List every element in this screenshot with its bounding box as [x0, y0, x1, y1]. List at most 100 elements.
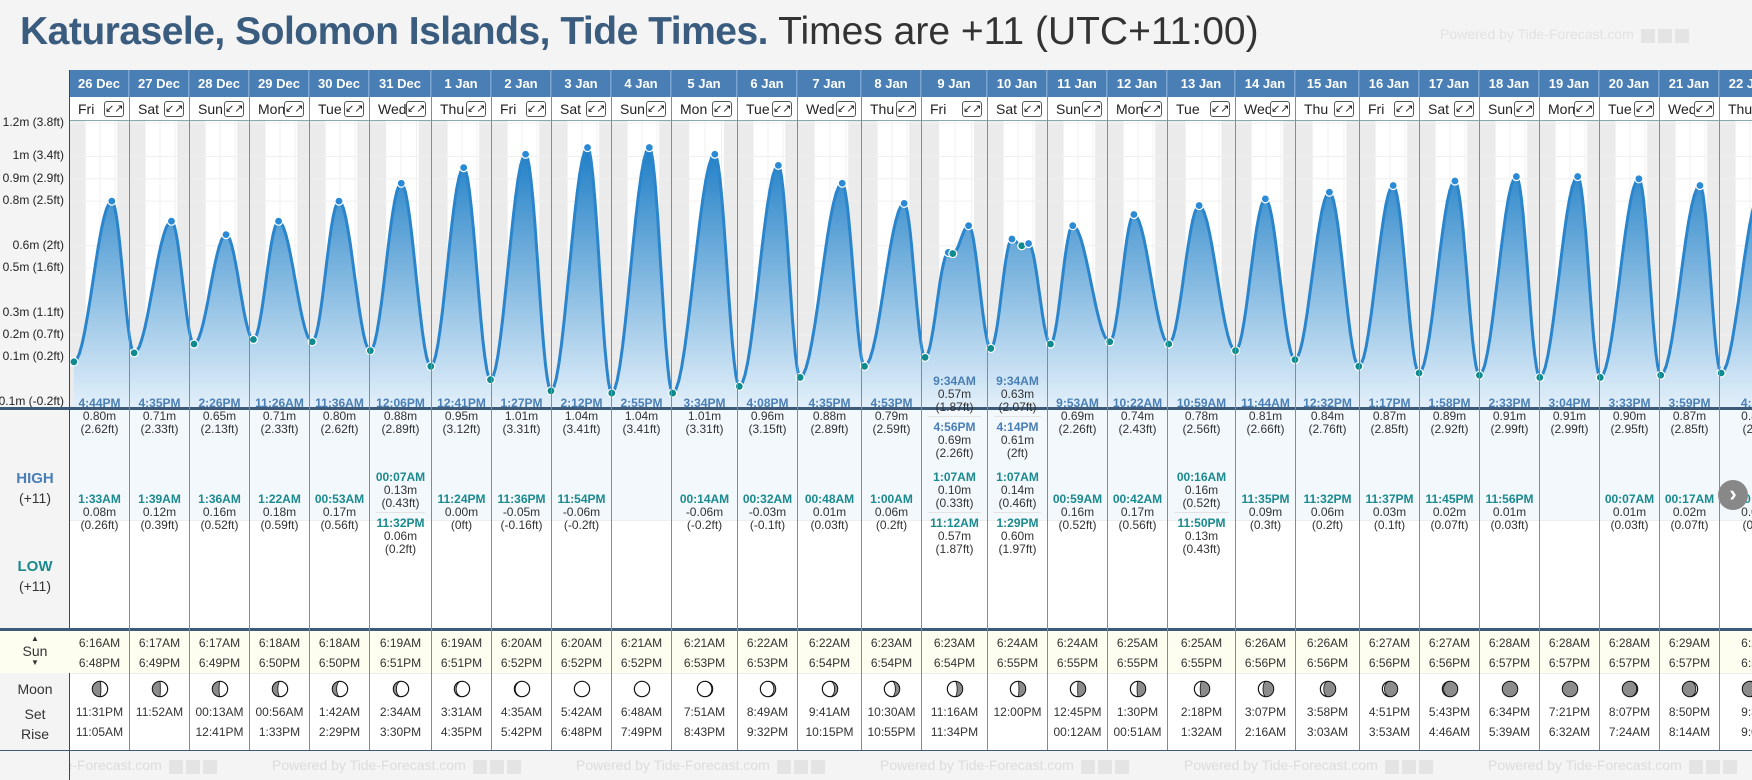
high-tide-point[interactable] — [710, 149, 720, 159]
expand-day-button[interactable]: ↙↗ — [1454, 101, 1474, 117]
high-tide-time: 9:53AM — [1056, 396, 1099, 410]
expand-day-button[interactable]: ↙↗ — [1514, 101, 1534, 117]
low-tide-point[interactable] — [189, 339, 199, 349]
low-tide-point[interactable] — [365, 346, 375, 356]
high-tide-point[interactable] — [1634, 174, 1644, 184]
expand-day-button[interactable]: ↙↗ — [1694, 101, 1714, 117]
high-tide-point[interactable] — [1194, 200, 1204, 211]
moon-cell: 6:34PM 5:39AM — [1480, 674, 1539, 742]
expand-day-button[interactable]: ↙↗ — [962, 101, 982, 117]
high-tide-cell: 12:41PM 0.95m (3.12ft) — [432, 396, 491, 436]
high-tide-point[interactable] — [221, 229, 231, 240]
expand-day-button[interactable]: ↙↗ — [406, 101, 426, 117]
high-tide-point[interactable] — [1573, 171, 1583, 182]
high-tide-entry: 9:53AM 0.69m (2.26ft) — [1048, 396, 1107, 436]
expand-day-button[interactable]: ↙↗ — [1082, 101, 1102, 117]
high-tide-point[interactable] — [334, 196, 344, 206]
high-tide-point[interactable] — [459, 163, 469, 173]
high-tide-meters: 0.95m — [444, 409, 479, 423]
high-tide-point[interactable] — [1324, 187, 1335, 197]
high-tide-point[interactable] — [1068, 221, 1078, 231]
expand-day-button[interactable]: ↙↗ — [712, 101, 732, 117]
day-date: 30 Dec — [310, 70, 369, 97]
low-tide-time: 1:29PM — [996, 516, 1039, 530]
high-tide-point[interactable] — [107, 196, 117, 206]
high-tide-time: 12:41PM — [437, 396, 486, 410]
expand-day-button[interactable]: ↙↗ — [344, 101, 364, 117]
next-days-button[interactable]: › — [1718, 480, 1748, 510]
low-tide-point[interactable] — [129, 348, 139, 358]
high-tide-point[interactable] — [1007, 234, 1017, 244]
high-tide-point[interactable] — [899, 198, 909, 208]
expand-day-button[interactable]: ↙↗ — [1022, 101, 1042, 117]
high-tide-point[interactable] — [1388, 180, 1398, 191]
low-tide-point[interactable] — [307, 337, 317, 347]
expand-day-button[interactable]: ↙↗ — [1574, 101, 1594, 117]
high-tide-point[interactable] — [963, 221, 974, 231]
expand-day-button[interactable]: ↙↗ — [526, 101, 546, 117]
low-tide-entry: 00:48AM 0.01m (0.03ft) — [798, 492, 861, 532]
expand-day-button[interactable]: ↙↗ — [104, 101, 124, 117]
day-date: 5 Jan — [672, 70, 737, 97]
moon-cell: 4:51PM 3:53AM — [1360, 674, 1419, 742]
high-tide-point[interactable] — [1695, 180, 1705, 191]
low-tide-point[interactable] — [1354, 361, 1364, 371]
day-date: 7 Jan — [798, 70, 861, 97]
expand-day-button[interactable]: ↙↗ — [896, 101, 916, 117]
low-tide-point[interactable] — [1164, 339, 1174, 349]
high-tide-point[interactable] — [1260, 194, 1270, 204]
expand-icon: ↙↗ — [647, 103, 666, 115]
expand-day-button[interactable]: ↙↗ — [1334, 101, 1354, 117]
low-tide-point[interactable] — [1290, 354, 1300, 365]
low-tide-point[interactable] — [795, 372, 805, 383]
high-tide-point[interactable] — [273, 216, 284, 226]
moonset-time: 2:34AM — [379, 705, 422, 719]
day-weekday: Wed — [1244, 101, 1273, 117]
low-tide-point[interactable] — [546, 386, 556, 396]
expand-day-button[interactable]: ↙↗ — [1394, 101, 1414, 117]
high-tide-point[interactable] — [1511, 171, 1521, 182]
low-tide-point[interactable] — [1595, 372, 1605, 383]
high-tide-point[interactable] — [166, 216, 177, 226]
expand-day-button[interactable]: ↙↗ — [1142, 101, 1162, 117]
high-tide-point[interactable] — [644, 142, 654, 153]
low-tide-cell: 1:39AM 0.12m (0.39ft) — [130, 492, 189, 532]
high-tide-point[interactable] — [521, 149, 531, 159]
low-tide-point[interactable] — [948, 248, 958, 259]
low-tide-meters: -0.05m — [502, 505, 541, 519]
low-tide-point[interactable] — [1656, 370, 1666, 380]
moon-cell: 6:48AM 7:49PM — [612, 674, 671, 742]
high-tide-point[interactable] — [582, 142, 593, 153]
low-tide-point[interactable] — [986, 343, 996, 354]
expand-day-button[interactable]: ↙↗ — [646, 101, 666, 117]
expand-day-button[interactable]: ↙↗ — [772, 101, 792, 117]
high-tide-point[interactable] — [1129, 209, 1139, 220]
high-tide-point[interactable] — [396, 178, 406, 188]
high-tide-point[interactable] — [1450, 176, 1460, 186]
expand-day-button[interactable]: ↙↗ — [284, 101, 304, 117]
high-tide-time: 12:06PM — [376, 396, 425, 410]
day-date: 2 Jan — [492, 70, 551, 97]
expand-day-button[interactable]: ↙↗ — [466, 101, 486, 117]
moon-phase-icon — [573, 680, 590, 698]
low-tide-point[interactable] — [1045, 339, 1056, 349]
low-tide-point[interactable] — [485, 375, 496, 385]
expand-day-button[interactable]: ↙↗ — [164, 101, 184, 117]
low-tide-point[interactable] — [426, 361, 436, 371]
day-column: 21 Jan Wed ↙↗ 3:59PM 0.87m (2.85ft) 00:1… — [1660, 70, 1720, 750]
high-tide-entry: 3:33PM 0.90m (2.95ft) — [1600, 396, 1659, 436]
expand-day-button[interactable]: ↙↗ — [586, 101, 606, 117]
low-tide-meters: -0.03m — [748, 505, 787, 519]
expand-day-button[interactable]: ↙↗ — [1634, 101, 1654, 117]
low-tide-point[interactable] — [668, 388, 678, 398]
expand-day-button[interactable]: ↙↗ — [224, 101, 244, 117]
high-tide-point[interactable] — [1023, 238, 1034, 249]
expand-day-button[interactable]: ↙↗ — [1210, 101, 1230, 117]
expand-day-button[interactable]: ↙↗ — [1270, 101, 1290, 117]
high-tide-point[interactable] — [837, 178, 847, 188]
low-tide-point[interactable] — [859, 361, 870, 371]
low-tide-point[interactable] — [70, 357, 79, 367]
expand-day-button[interactable]: ↙↗ — [836, 101, 856, 117]
high-tide-point[interactable] — [773, 160, 783, 171]
sunset-arrow-icon: ▼ — [31, 658, 39, 667]
